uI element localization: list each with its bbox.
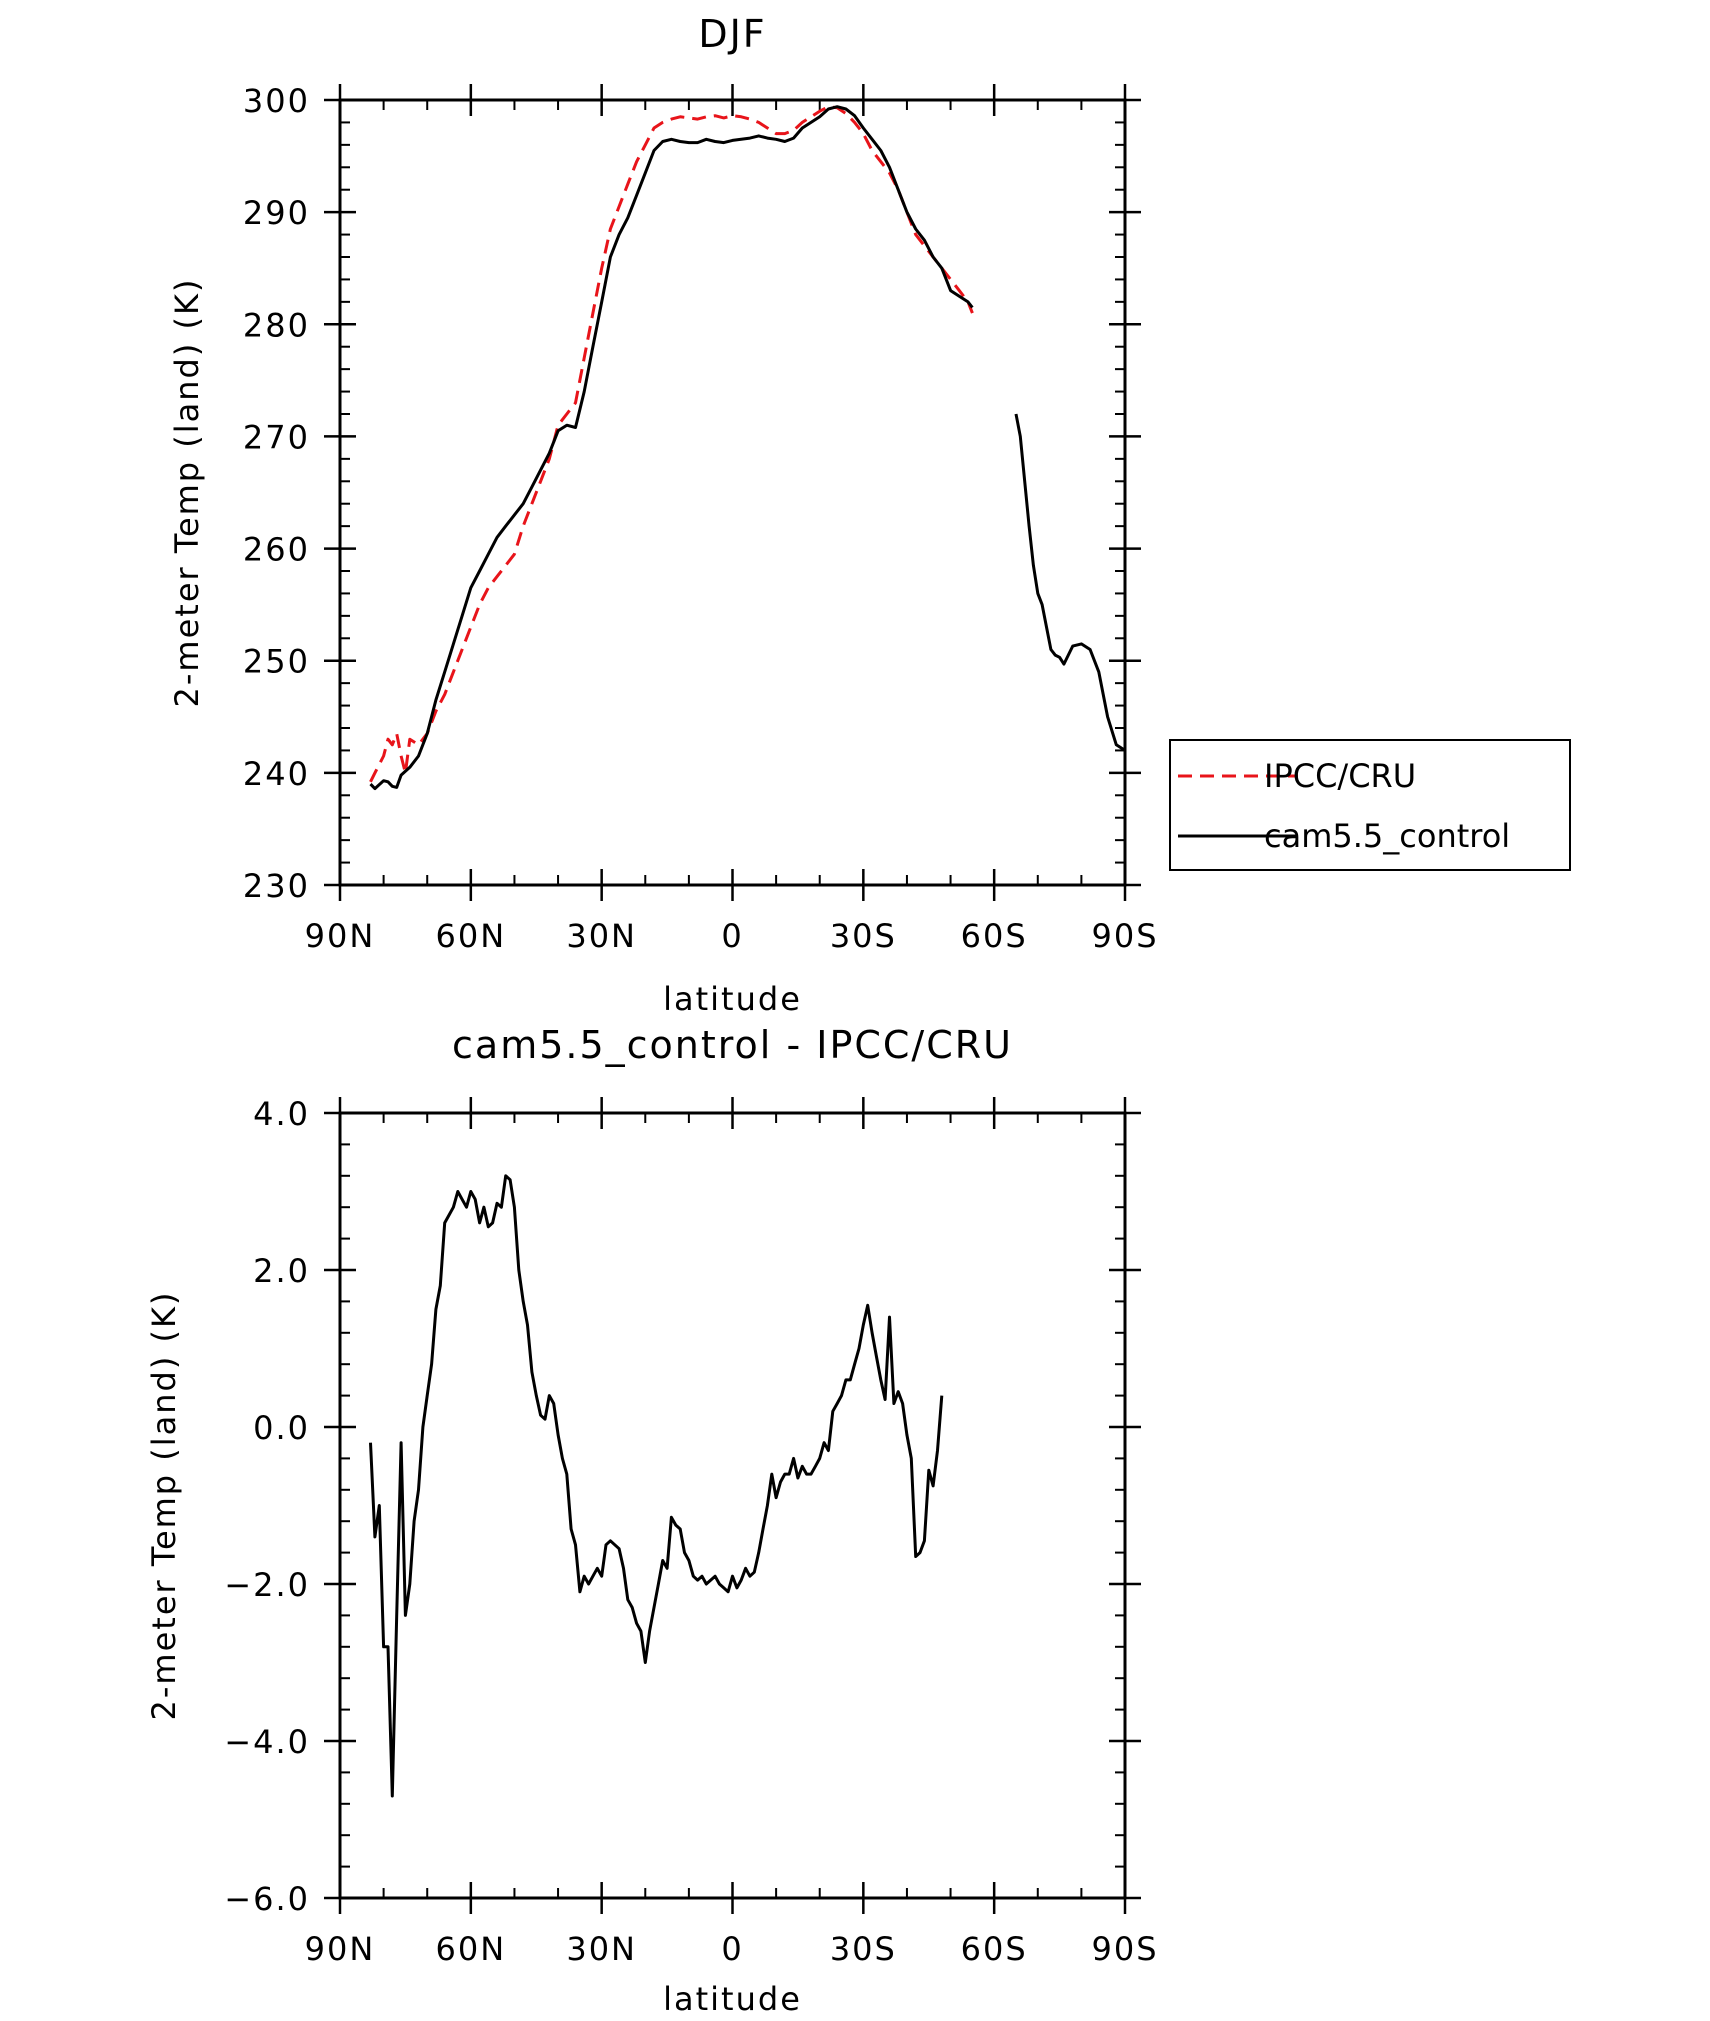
- top-panel-djf: DJF 300 290 280 270 260 250 240 230 90N 60N 30N 0 30S…: [168, 12, 1158, 1018]
- x-tick-label: 30S: [830, 917, 897, 955]
- chart-title: DJF: [698, 12, 766, 56]
- plot-frame: [338, 98, 1127, 887]
- series-line-ipcc-cru-seg0: [369, 105, 974, 783]
- legend-label: cam5.5_control: [1264, 817, 1510, 855]
- x-tick-label: 0: [721, 917, 743, 955]
- y-tick-label: 290: [243, 194, 310, 232]
- x-tick-label: 90N: [305, 1930, 376, 1968]
- x-axis-label: latitude: [663, 980, 802, 1018]
- series-line-difference-seg0: [369, 1174, 944, 1798]
- legend-box: [1169, 739, 1571, 871]
- y-tick-label: 270: [243, 418, 310, 456]
- y-tick-label: 280: [243, 306, 310, 344]
- x-tick-label: 90S: [1091, 917, 1158, 955]
- y-tick-label: 0.0: [253, 1409, 310, 1447]
- y-tick-label: −4.0: [224, 1723, 310, 1761]
- x-tick-label: 90S: [1091, 1930, 1158, 1968]
- x-tick-label: 30S: [830, 1930, 897, 1968]
- y-tick-label: 260: [243, 531, 310, 569]
- y-tick-label: 4.0: [253, 1095, 310, 1133]
- bottom-panel-difference: cam5.5_control - IPCC/CRU 4.0 2.0 0.0 −2.0 −4…: [145, 1023, 1158, 2018]
- plot-frame: [338, 1111, 1127, 1900]
- x-tick-label: 90N: [305, 917, 376, 955]
- x-tick-label: 60N: [436, 1930, 507, 1968]
- y-axis-label: 2-meter Temp (land) (K): [168, 278, 206, 708]
- legend-label: IPCC/CRU: [1264, 757, 1416, 795]
- y-axis-label: 2-meter Temp (land) (K): [145, 1291, 183, 1721]
- legend: IPCC/CRU cam5.5_control: [1169, 739, 1571, 871]
- x-axis-label: latitude: [663, 1980, 802, 2018]
- x-tick-label: 60S: [961, 1930, 1028, 1968]
- x-tick-label: 30N: [566, 1930, 637, 1968]
- x-tick-label: 0: [721, 1930, 743, 1968]
- series-line-cam5-5-control-seg0: [369, 105, 974, 791]
- x-tick-label: 60S: [961, 917, 1028, 955]
- y-tick-label: 230: [243, 867, 310, 905]
- y-tick-label: 2.0: [253, 1252, 310, 1290]
- y-tick-label: −6.0: [224, 1880, 310, 1918]
- x-tick-label: 60N: [436, 917, 507, 955]
- x-tick-label: 30N: [566, 917, 637, 955]
- y-tick-label: 250: [243, 643, 310, 681]
- chart-title: cam5.5_control - IPCC/CRU: [452, 1023, 1013, 1067]
- y-tick-label: −2.0: [224, 1566, 310, 1604]
- y-tick-label: 240: [243, 755, 310, 793]
- series-line-cam5-5-control-seg1: [1014, 413, 1126, 752]
- y-tick-label: 300: [243, 82, 310, 120]
